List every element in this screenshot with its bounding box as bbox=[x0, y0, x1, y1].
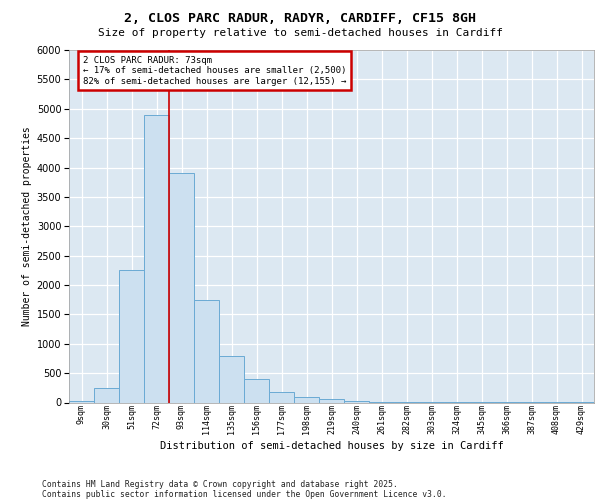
Y-axis label: Number of semi-detached properties: Number of semi-detached properties bbox=[22, 126, 32, 326]
Text: Size of property relative to semi-detached houses in Cardiff: Size of property relative to semi-detach… bbox=[97, 28, 503, 38]
Bar bbox=[119, 270, 144, 402]
Bar bbox=[244, 379, 269, 402]
Text: 2, CLOS PARC RADUR, RADYR, CARDIFF, CF15 8GH: 2, CLOS PARC RADUR, RADYR, CARDIFF, CF15… bbox=[124, 12, 476, 26]
Bar bbox=[94, 388, 119, 402]
Bar bbox=[344, 401, 369, 402]
Bar bbox=[319, 400, 344, 402]
Bar bbox=[219, 356, 244, 403]
Bar bbox=[169, 174, 194, 402]
Text: 2 CLOS PARC RADUR: 73sqm
← 17% of semi-detached houses are smaller (2,500)
82% o: 2 CLOS PARC RADUR: 73sqm ← 17% of semi-d… bbox=[83, 56, 346, 86]
X-axis label: Distribution of semi-detached houses by size in Cardiff: Distribution of semi-detached houses by … bbox=[160, 441, 503, 451]
Text: Contains HM Land Registry data © Crown copyright and database right 2025.: Contains HM Land Registry data © Crown c… bbox=[42, 480, 398, 489]
Bar bbox=[294, 397, 319, 402]
Bar bbox=[269, 392, 294, 402]
Text: Contains public sector information licensed under the Open Government Licence v3: Contains public sector information licen… bbox=[42, 490, 446, 499]
Bar bbox=[194, 300, 219, 403]
Bar bbox=[69, 400, 94, 402]
Bar bbox=[144, 114, 169, 403]
